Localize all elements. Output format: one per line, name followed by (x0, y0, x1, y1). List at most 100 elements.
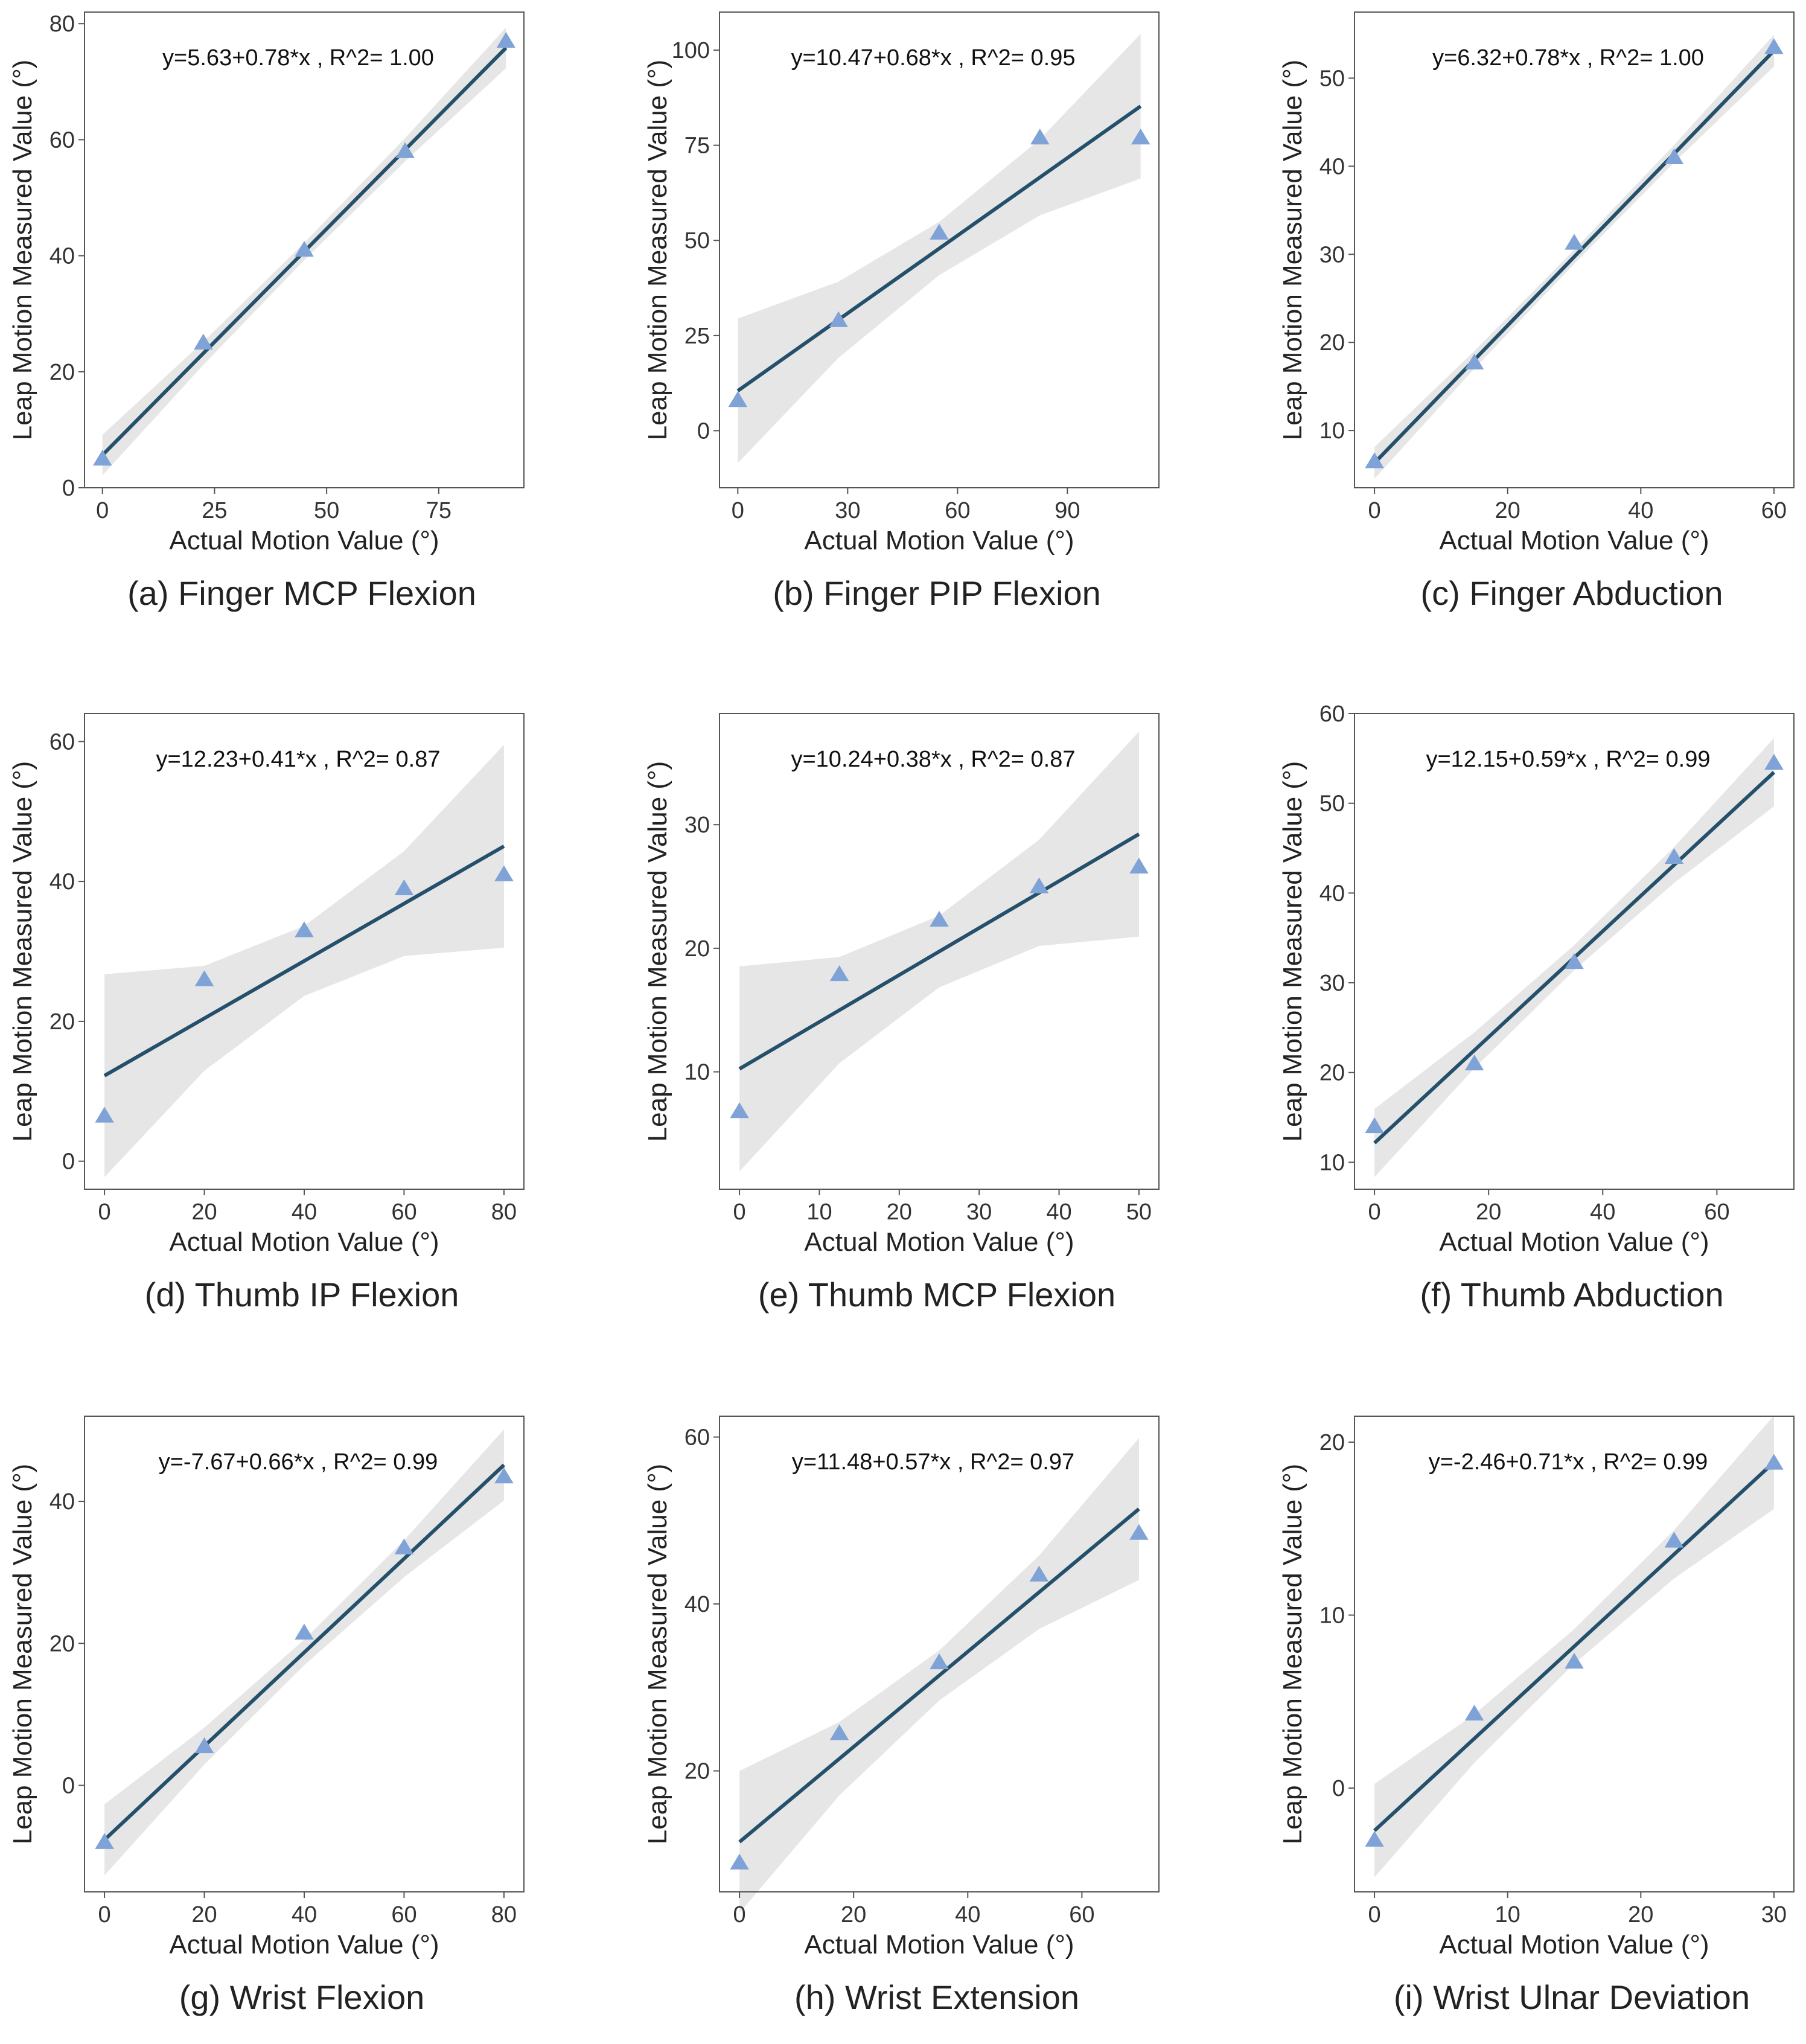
y-tick-label: 60 (1319, 701, 1345, 727)
regression-equation: y=10.47+0.68*x , R^2= 0.95 (791, 45, 1075, 71)
y-axis-label: Leap Motion Measured Value (°) (1278, 1464, 1307, 1845)
x-axis-label: Actual Motion Value (°) (169, 1930, 439, 1959)
data-point (1129, 857, 1149, 874)
x-axis-label: Actual Motion Value (°) (1439, 526, 1709, 555)
x-tick-label: 60 (391, 1902, 416, 1927)
panel-caption: (h) Wrist Extension (794, 1978, 1079, 2016)
y-tick-label: 40 (49, 244, 75, 269)
regression-equation: y=12.15+0.59*x , R^2= 0.99 (1426, 747, 1710, 772)
plot-frame (719, 1416, 1160, 1892)
regression-equation: y=10.24+0.38*x , R^2= 0.87 (791, 747, 1075, 772)
data-point (1565, 953, 1584, 969)
x-tick-label: 40 (1628, 498, 1653, 523)
data-point (494, 1467, 514, 1484)
y-tick-label: 20 (684, 1759, 710, 1784)
chart-panel-b: 0 30 60 90 0 25 50 75 100 y=10.47+0.68*x , R^2= 0… (643, 11, 1160, 555)
regression-line (736, 104, 1142, 392)
plot-frame (719, 713, 1160, 1190)
x-tick-label: 0 (1368, 1199, 1381, 1225)
x-tick-label: 60 (391, 1199, 416, 1225)
x-tick-label: 20 (887, 1199, 912, 1225)
chart-panel-i: 0 10 20 30 0 10 20 y=-2.46+0.71*x , R^2= 0.99 Ac… (1278, 1415, 1795, 1959)
x-tick-label: 50 (1126, 1199, 1152, 1225)
data-point (1565, 234, 1584, 250)
data-point (1764, 38, 1784, 54)
y-tick-label: 30 (684, 813, 710, 838)
plot-frame (719, 11, 1160, 488)
x-tick-label: 60 (945, 498, 970, 523)
chart-panel-f: 0 20 40 60 10 20 30 40 50 60 y=12.15+0.59*x , R^2=… (1278, 701, 1795, 1257)
data-point (1464, 1054, 1484, 1071)
data-point (730, 1102, 749, 1119)
data-point (1029, 877, 1049, 893)
x-axis-label: Actual Motion Value (°) (804, 526, 1074, 555)
regression-line (1373, 49, 1776, 464)
y-tick-label: 60 (684, 1425, 710, 1451)
data-point (1029, 1565, 1049, 1582)
y-tick-label: 80 (49, 11, 75, 37)
y-tick-label: 0 (62, 1149, 75, 1175)
y-tick-label: 20 (49, 1631, 75, 1656)
y-tick-label: 10 (684, 1060, 710, 1085)
x-tick-label: 60 (1761, 498, 1787, 523)
data-point (829, 311, 848, 327)
data-point (829, 965, 849, 982)
x-tick-label: 90 (1055, 498, 1080, 523)
data-point (1664, 848, 1684, 864)
data-point (930, 910, 949, 927)
x-axis-label: Actual Motion Value (°) (804, 1227, 1074, 1257)
panel-caption: (c) Finger Abduction (1420, 574, 1723, 612)
data-point (395, 142, 415, 158)
data-point (728, 391, 748, 407)
x-tick-label: 20 (191, 1902, 217, 1927)
x-tick-label: 20 (191, 1199, 217, 1225)
y-axis-label: Leap Motion Measured Value (°) (643, 1464, 672, 1845)
data-point (295, 1623, 314, 1640)
regression-equation: y=11.48+0.57*x , R^2= 0.97 (792, 1449, 1074, 1475)
chart-panel-a: 0 25 50 75 0 20 40 60 80 y=5.63+0.78*x , R^2= 1.0… (8, 11, 525, 555)
x-tick-label: 20 (1495, 498, 1520, 523)
x-tick-label: 40 (292, 1199, 317, 1225)
y-tick-label: 25 (684, 324, 710, 349)
data-point (1664, 148, 1684, 165)
data-point (1129, 1524, 1149, 1540)
regression-equation: y=5.63+0.78*x , R^2= 1.00 (162, 45, 434, 71)
x-tick-label: 40 (292, 1902, 317, 1927)
data-point (95, 1107, 114, 1123)
panel-caption: (a) Finger MCP Flexion (127, 574, 476, 612)
x-tick-label: 40 (1046, 1199, 1071, 1225)
y-tick-label: 20 (1319, 1430, 1345, 1455)
y-tick-label: 60 (49, 127, 75, 153)
data-point (394, 879, 414, 895)
y-tick-label: 40 (49, 869, 75, 895)
chart-panel-g: 0 20 40 60 80 0 20 40 y=-7.67+0.66*x , R^2= 0.99… (8, 1416, 525, 1959)
y-tick-label: 40 (684, 1592, 710, 1617)
plot-frame (84, 11, 525, 488)
y-tick-label: 30 (1319, 242, 1345, 267)
x-tick-label: 20 (1476, 1199, 1501, 1225)
y-tick-label: 40 (1319, 154, 1345, 179)
regression-equation: y=6.32+0.78*x , R^2= 1.00 (1432, 45, 1704, 71)
y-tick-label: 50 (1319, 791, 1345, 817)
x-tick-label: 0 (733, 1902, 746, 1927)
x-axis-label: Actual Motion Value (°) (1439, 1227, 1709, 1257)
data-point (295, 921, 314, 937)
data-point (829, 1724, 849, 1740)
y-axis-label: Leap Motion Measured Value (°) (8, 1464, 37, 1845)
data-point (496, 32, 516, 48)
data-point (95, 1833, 114, 1849)
x-tick-label: 0 (96, 498, 109, 523)
x-tick-label: 0 (733, 1199, 746, 1225)
y-tick-label: 10 (1319, 1150, 1345, 1175)
y-tick-label: 40 (49, 1489, 75, 1515)
data-point (1131, 129, 1150, 145)
data-point (1365, 1117, 1384, 1134)
x-tick-label: 30 (1761, 1902, 1787, 1927)
data-point (1365, 452, 1384, 468)
regression-line (738, 832, 1140, 1071)
regression-equation: y=-7.67+0.66*x , R^2= 0.99 (159, 1449, 438, 1475)
x-tick-label: 30 (966, 1199, 992, 1225)
plot-frame (1354, 713, 1795, 1190)
x-tick-label: 60 (1069, 1902, 1094, 1927)
y-tick-label: 20 (1319, 330, 1345, 356)
